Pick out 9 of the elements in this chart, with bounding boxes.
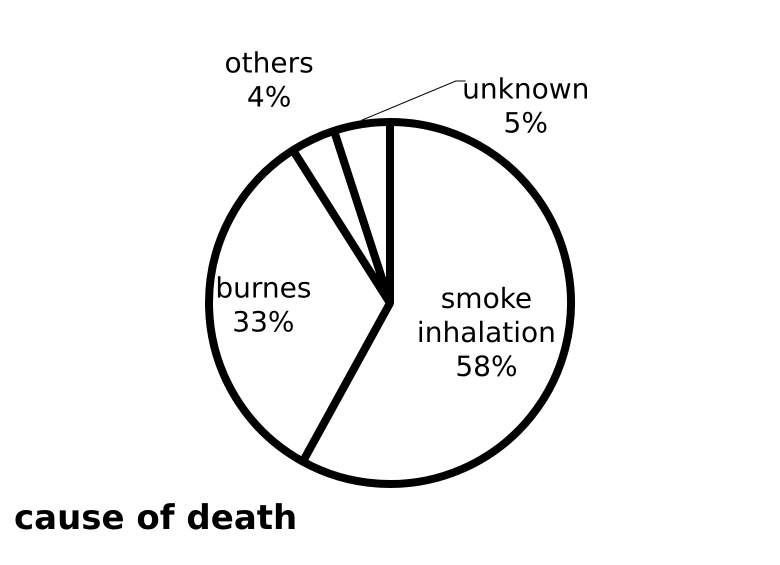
data-label: 58% <box>455 350 518 383</box>
data-label: 4% <box>246 80 292 114</box>
slice-label: smoke inhalation <box>416 282 556 349</box>
text: cause of death <box>13 498 298 538</box>
slice-label: burnes <box>215 271 312 304</box>
data-label: 5% <box>504 106 548 140</box>
slice-label: others <box>224 46 314 80</box>
slice-label: unknown <box>462 72 590 106</box>
data-label: 33% <box>232 305 294 338</box>
